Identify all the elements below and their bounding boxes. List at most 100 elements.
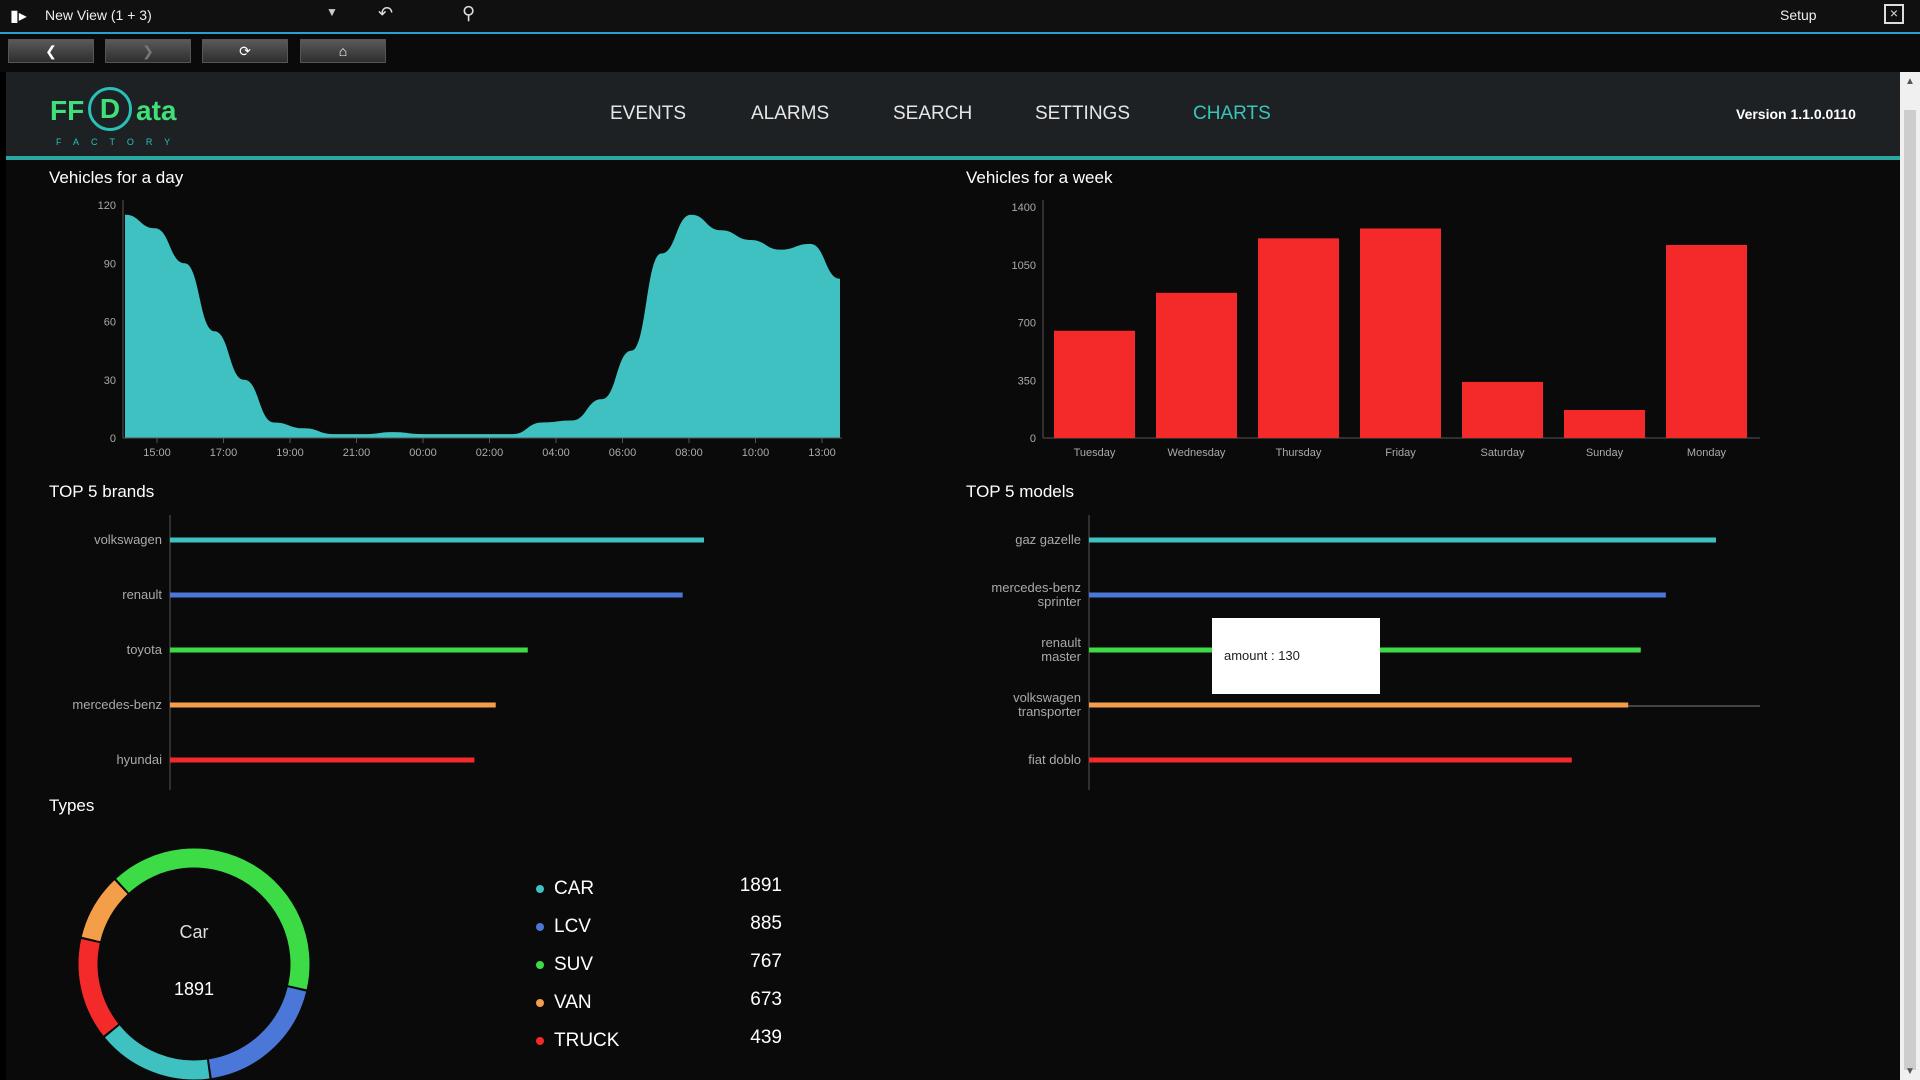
model-label: volkswagen	[1013, 690, 1081, 705]
day-x-tick-label: 13:00	[808, 447, 836, 459]
day-x-tick-label: 17:00	[210, 447, 238, 459]
menu-charts[interactable]: CHARTS	[1193, 103, 1271, 124]
vertical-scrollbar[interactable]: ▲ ▼	[1900, 72, 1920, 1080]
legend-value: 1891	[739, 875, 782, 896]
week-x-tick-label: Monday	[1687, 447, 1727, 459]
day-x-tick-label: 06:00	[609, 447, 637, 459]
back-button[interactable]: ❮	[8, 39, 94, 63]
day-x-tick-label: 21:00	[343, 447, 371, 459]
menu-settings[interactable]: SETTINGS	[1035, 103, 1131, 124]
legend-dot-icon	[536, 1036, 544, 1045]
ffdata-logo[interactable]: FF D ata FACTORY	[50, 82, 210, 148]
version-label: Version 1.1.0.0110	[1736, 106, 1856, 122]
brand-label: toyota	[127, 642, 163, 657]
types-legend-item: SUV	[536, 954, 593, 976]
scroll-thumb[interactable]	[1904, 110, 1916, 1070]
menu-events[interactable]: EVENTS	[610, 103, 687, 124]
legend-dot-icon	[536, 960, 544, 969]
legend-dot-icon	[536, 884, 544, 893]
legend-value: 439	[750, 1027, 782, 1048]
types-chart-title: Types	[49, 796, 95, 815]
donut-center-label: Car	[179, 922, 208, 942]
logo-d: D	[88, 87, 132, 131]
day-x-tick-label: 02:00	[476, 447, 504, 459]
week-chart-title: Vehicles for a week	[966, 168, 1113, 187]
brand-label: hyundai	[116, 752, 162, 767]
week-x-tick-label: Sunday	[1586, 447, 1624, 459]
types-donut-slice	[81, 880, 128, 942]
week-x-tick-label: Tuesday	[1074, 447, 1116, 459]
types-legend-item: CAR	[536, 878, 594, 900]
app-header: FF D ata FACTORY EVENTS ALARMS SEARCH SE…	[6, 72, 1900, 160]
scroll-up-icon[interactable]: ▲	[1905, 76, 1915, 87]
brands-chart-title: TOP 5 brands	[49, 482, 155, 501]
types-legend-item: LCV	[536, 916, 591, 938]
window-icon[interactable]: ▮▸	[10, 8, 27, 25]
day-chart-title: Vehicles for a day	[49, 168, 184, 187]
day-area-series	[125, 214, 840, 438]
setup-button[interactable]: Setup	[1780, 7, 1817, 23]
legend-value: 885	[750, 913, 782, 934]
legend-dot-icon	[536, 998, 544, 1007]
day-x-tick-label: 04:00	[542, 447, 570, 459]
brand-label: renault	[122, 587, 162, 602]
legend-value: 673	[750, 989, 782, 1010]
types-donut-slice	[104, 1025, 210, 1080]
day-y-tick-label: 120	[98, 200, 116, 212]
week-y-tick-label: 700	[1018, 318, 1036, 330]
home-button[interactable]: ⌂	[300, 39, 386, 63]
week-x-tick-label: Thursday	[1276, 447, 1322, 459]
chevron-down-icon[interactable]: ▼	[326, 5, 338, 19]
view-title[interactable]: New View (1 + 3)	[45, 7, 152, 23]
week-bar	[1462, 381, 1543, 438]
menu-search[interactable]: SEARCH	[893, 103, 973, 124]
day-y-tick-label: 0	[110, 433, 116, 445]
app-content: FF D ata FACTORY EVENTS ALARMS SEARCH SE…	[6, 72, 1900, 1080]
legend-label: CAR	[554, 878, 595, 899]
types-legend-item: TRUCK	[536, 1030, 619, 1052]
legend-value: 767	[750, 951, 782, 972]
week-x-tick-label: Friday	[1385, 447, 1416, 459]
legend-label: SUV	[554, 954, 594, 975]
legend-label: TRUCK	[554, 1030, 620, 1051]
week-bar	[1564, 409, 1645, 438]
model-label: fiat doblo	[1028, 752, 1081, 767]
types-donut-slice	[116, 848, 310, 990]
types-legend-item: VAN	[536, 992, 592, 1014]
models-chart-title: TOP 5 models	[966, 482, 1075, 501]
model-label: master	[1041, 649, 1081, 664]
week-y-tick-label: 0	[1030, 433, 1036, 445]
menu-alarms[interactable]: ALARMS	[751, 103, 830, 124]
day-y-tick-label: 30	[104, 375, 116, 387]
week-y-tick-label: 350	[1018, 375, 1036, 387]
week-bar	[1054, 330, 1135, 438]
model-label: gaz gazelle	[1015, 532, 1081, 547]
scroll-down-icon[interactable]: ▼	[1905, 1066, 1915, 1077]
day-x-tick-label: 00:00	[409, 447, 437, 459]
week-y-tick-label: 1400	[1012, 202, 1036, 214]
undo-icon[interactable]: ↶	[378, 3, 394, 23]
brand-label: volkswagen	[94, 532, 162, 547]
refresh-button[interactable]: ⟳	[202, 39, 288, 63]
day-y-tick-label: 90	[104, 258, 116, 270]
model-label: mercedes-benz	[991, 580, 1081, 595]
brand-label: mercedes-benz	[72, 697, 162, 712]
forward-button[interactable]: ❯	[105, 39, 191, 63]
day-x-tick-label: 08:00	[675, 447, 703, 459]
day-x-tick-label: 15:00	[143, 447, 171, 459]
types-donut-slice	[78, 938, 119, 1036]
model-label: renault	[1041, 635, 1081, 650]
chart-tooltip: amount : 130	[1212, 618, 1380, 694]
day-x-tick-label: 10:00	[742, 447, 770, 459]
model-label: sprinter	[1038, 594, 1082, 609]
zoom-icon[interactable]: ⚲	[462, 3, 476, 23]
types-donut-slice	[208, 986, 307, 1079]
week-bar	[1360, 228, 1441, 438]
browser-navbar: ❮ ❯ ⟳ ⌂	[0, 34, 1920, 72]
legend-label: LCV	[554, 916, 591, 937]
day-x-tick-label: 19:00	[276, 447, 304, 459]
close-icon[interactable]: ×	[1884, 4, 1904, 24]
legend-dot-icon	[536, 922, 544, 931]
model-label: transporter	[1018, 704, 1082, 719]
